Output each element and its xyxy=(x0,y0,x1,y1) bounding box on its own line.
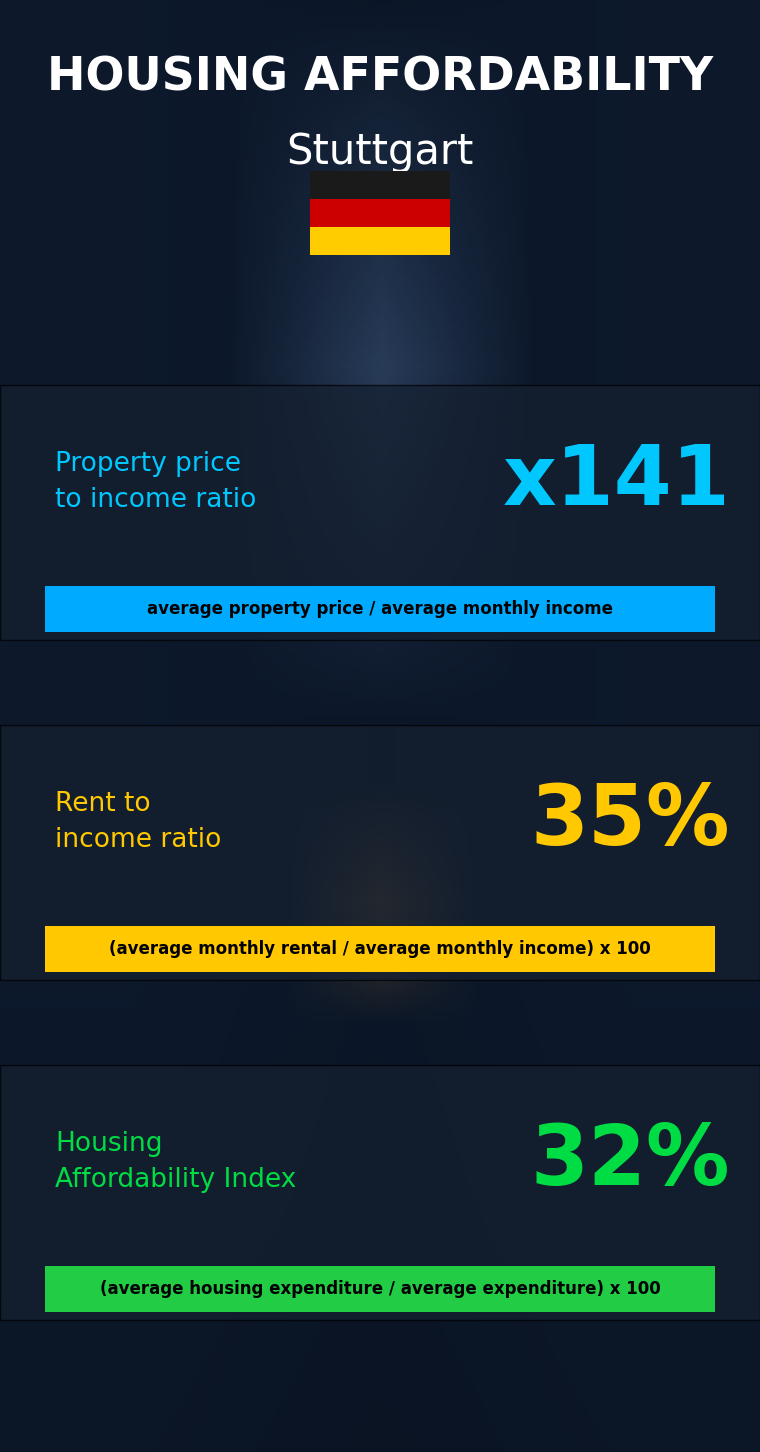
Bar xyxy=(45,926,715,971)
Text: (average housing expenditure / average expenditure) x 100: (average housing expenditure / average e… xyxy=(100,1281,660,1298)
Text: (average monthly rental / average monthly income) x 100: (average monthly rental / average monthl… xyxy=(109,939,651,958)
Bar xyxy=(45,587,715,632)
Bar xyxy=(310,227,450,256)
Text: 35%: 35% xyxy=(530,781,730,862)
Bar xyxy=(310,199,450,227)
Text: 32%: 32% xyxy=(530,1121,730,1202)
Text: HOUSING AFFORDABILITY: HOUSING AFFORDABILITY xyxy=(47,55,713,100)
Bar xyxy=(310,171,450,199)
Bar xyxy=(45,1266,715,1313)
Text: Property price
to income ratio: Property price to income ratio xyxy=(55,452,256,513)
Text: x141: x141 xyxy=(502,441,730,523)
Text: average property price / average monthly income: average property price / average monthly… xyxy=(147,600,613,619)
FancyBboxPatch shape xyxy=(0,725,760,980)
FancyBboxPatch shape xyxy=(0,385,760,640)
Text: Stuttgart: Stuttgart xyxy=(287,131,473,173)
Text: Rent to
income ratio: Rent to income ratio xyxy=(55,791,221,852)
FancyBboxPatch shape xyxy=(0,1064,760,1320)
Text: Housing
Affordability Index: Housing Affordability Index xyxy=(55,1131,296,1194)
